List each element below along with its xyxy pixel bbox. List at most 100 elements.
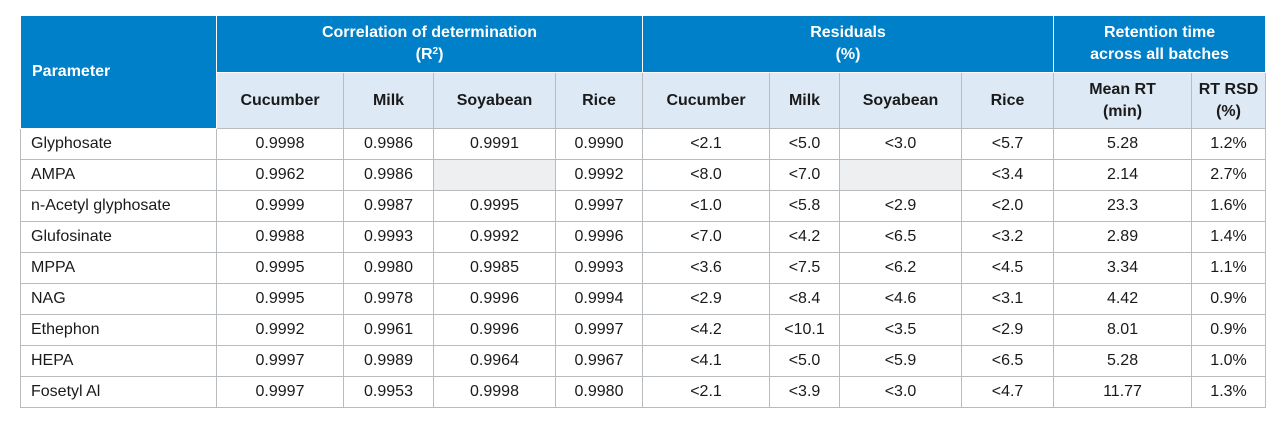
table-cell: 0.9998 (216, 128, 344, 160)
table-cell: 0.9989 (343, 345, 434, 377)
table-cell: 4.42 (1053, 283, 1193, 315)
table-cell: <3.6 (642, 252, 770, 284)
table-cell: 0.9993 (343, 221, 434, 253)
table-cell: <3.1 (960, 283, 1055, 315)
table-cell: 2.7% (1191, 159, 1267, 191)
table-cell: 0.9967 (555, 345, 643, 377)
table-cell: 5.28 (1053, 128, 1193, 160)
table-cell: <1.0 (642, 190, 770, 222)
table-cell: <3.0 (839, 128, 962, 160)
parameter-header: Parameter (20, 15, 217, 129)
table-cell: 0.9997 (216, 345, 344, 377)
table-cell: 1.1% (1191, 252, 1267, 284)
row-parameter-name: Ethephon (20, 314, 217, 346)
table-cell: 0.9988 (216, 221, 344, 253)
results-table-container: Parameter Correlation of determination (… (20, 15, 1267, 408)
results-table: Parameter Correlation of determination (… (20, 15, 1267, 408)
row-parameter-name: MPPA (20, 252, 217, 284)
table-cell: 0.9998 (433, 376, 556, 408)
empty-cell (839, 159, 962, 191)
table-cell: 0.9985 (433, 252, 556, 284)
table-cell: 0.9961 (343, 314, 434, 346)
row-parameter-name: Fosetyl Al (20, 376, 217, 408)
table-cell: <4.1 (642, 345, 770, 377)
table-cell: 0.9964 (433, 345, 556, 377)
row-parameter-name: Glufosinate (20, 221, 217, 253)
table-cell: 1.6% (1191, 190, 1267, 222)
table-cell: <6.5 (839, 221, 962, 253)
residuals-group-header: Residuals (%) (641, 15, 1055, 73)
table-row: Fosetyl Al 0.9997 0.9953 0.9998 0.9980 <2.1 <3… (20, 376, 1267, 408)
table-cell: 0.9995 (216, 283, 344, 315)
table-cell: <2.1 (642, 128, 770, 160)
r2-group-header: Correlation of determination (R2) (216, 15, 643, 73)
column-header: Cucumber (642, 72, 770, 129)
table-cell: 0.9996 (555, 221, 643, 253)
table-header: Parameter Correlation of determination (… (20, 15, 1267, 129)
table-cell: <3.2 (960, 221, 1055, 253)
table-row: AMPA 0.9962 0.9986 0.9992 <8.0 <7.0 <3.4 2.14 2.… (20, 159, 1267, 191)
table-cell: <4.2 (642, 314, 770, 346)
table-cell: 0.9997 (555, 190, 643, 222)
table-cell: <4.2 (769, 221, 840, 253)
table-row: Glufosinate 0.9988 0.9993 0.9992 0.9996 <7.0 <… (20, 221, 1267, 253)
table-cell: 0.9994 (555, 283, 643, 315)
table-cell: 0.9996 (433, 314, 556, 346)
table-cell: 2.89 (1053, 221, 1193, 253)
table-cell: <5.0 (769, 128, 840, 160)
table-cell: 0.9980 (343, 252, 434, 284)
retention-group-title: Retention time (1103, 24, 1216, 41)
table-cell: 0.9990 (555, 128, 643, 160)
table-row: MPPA 0.9995 0.9980 0.9985 0.9993 <3.6 <7.5 <6.2… (20, 252, 1267, 284)
r2-group-title: Correlation of determination (321, 24, 538, 41)
r2-group-subtitle: (R2) (415, 46, 444, 63)
table-cell: <3.5 (839, 314, 962, 346)
residuals-group-subtitle: (%) (835, 46, 861, 63)
table-cell: 1.3% (1191, 376, 1267, 408)
table-cell: 0.9993 (555, 252, 643, 284)
table-cell: <6.2 (839, 252, 962, 284)
table-cell: 8.01 (1053, 314, 1193, 346)
row-parameter-name: NAG (20, 283, 217, 315)
table-row: NAG 0.9995 0.9978 0.9996 0.9994 <2.9 <8.4 <4.6 <… (20, 283, 1267, 315)
table-cell: 0.9995 (216, 252, 344, 284)
table-cell: 0.9962 (216, 159, 344, 191)
table-cell: 1.0% (1191, 345, 1267, 377)
table-cell: 0.9999 (216, 190, 344, 222)
table-cell: 0.9992 (555, 159, 643, 191)
residuals-group-title: Residuals (810, 24, 886, 41)
table-cell: 0.9986 (343, 128, 434, 160)
table-cell: <3.4 (960, 159, 1055, 191)
table-cell: 5.28 (1053, 345, 1193, 377)
table-row: n-Acetyl glyphosate 0.9999 0.9987 0.9995 0.9… (20, 190, 1267, 222)
table-cell: <5.9 (839, 345, 962, 377)
column-header: Cucumber (216, 72, 344, 129)
table-cell: <5.8 (769, 190, 840, 222)
table-cell: 0.9992 (433, 221, 556, 253)
table-cell: 0.9995 (433, 190, 556, 222)
table-cell: 23.3 (1053, 190, 1193, 222)
table-cell: <4.7 (960, 376, 1055, 408)
retention-group-subtitle: across all batches (1090, 46, 1229, 63)
rt-rsd-header: RT RSD (%) (1191, 72, 1267, 129)
table-cell: <7.0 (769, 159, 840, 191)
table-cell: <5.7 (960, 128, 1055, 160)
table-cell: 11.77 (1053, 376, 1193, 408)
retention-group-header: Retention time across all batches (1053, 15, 1267, 73)
table-cell: 0.9953 (343, 376, 434, 408)
table-cell: <7.5 (769, 252, 840, 284)
table-cell: <2.9 (960, 314, 1055, 346)
table-cell: 0.9980 (555, 376, 643, 408)
table-cell: <7.0 (642, 221, 770, 253)
table-body: Glyphosate 0.9998 0.9986 0.9991 0.9990 <2.1 <5… (20, 128, 1267, 408)
table-cell: <4.5 (960, 252, 1055, 284)
table-cell: <6.5 (960, 345, 1055, 377)
table-cell: 0.9987 (343, 190, 434, 222)
table-cell: 0.9% (1191, 283, 1267, 315)
table-cell: 1.4% (1191, 221, 1267, 253)
column-header: Soyabean (839, 72, 962, 129)
table-cell: 0.9997 (216, 376, 344, 408)
table-cell: 0.9986 (343, 159, 434, 191)
table-cell: 0.9996 (433, 283, 556, 315)
column-header: Milk (343, 72, 434, 129)
